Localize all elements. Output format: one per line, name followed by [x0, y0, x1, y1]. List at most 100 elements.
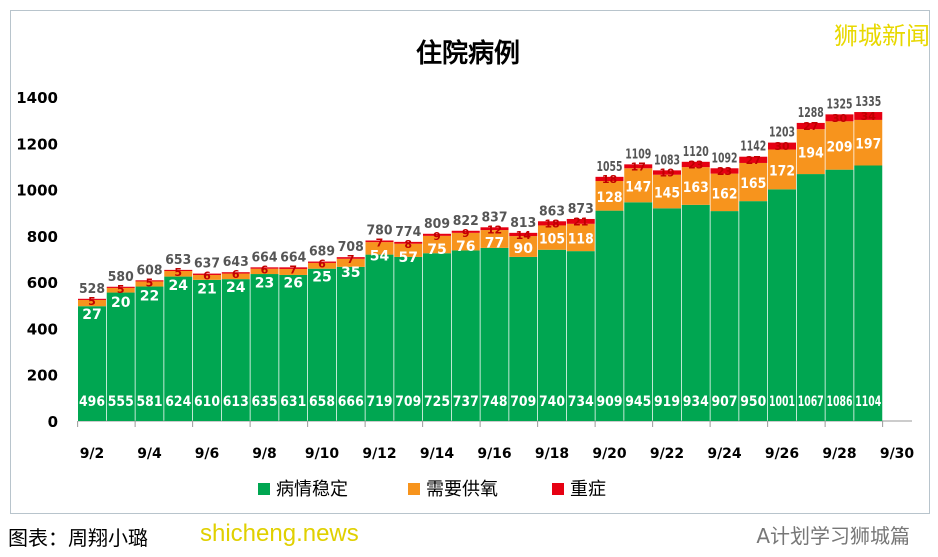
data-label: 76	[456, 239, 475, 255]
bar-segment	[710, 168, 739, 174]
data-label: 934	[683, 394, 709, 410]
x-tick-label: 9/16	[477, 446, 511, 462]
total-label: 837	[482, 210, 508, 225]
bar-segment	[480, 230, 509, 248]
data-label: 709	[510, 394, 536, 410]
data-label: 209	[827, 139, 853, 155]
data-label: 35	[341, 265, 360, 281]
data-label: 145	[654, 186, 680, 202]
x-tick-label: 9/12	[362, 446, 396, 462]
data-label: 8	[404, 238, 412, 251]
bar-segment	[164, 271, 193, 277]
bar-segment	[480, 247, 509, 421]
data-label: 34	[861, 110, 877, 123]
bar-segment	[739, 162, 768, 202]
data-label: 90	[514, 241, 534, 257]
total-label: 1203	[769, 126, 795, 141]
data-label: 14	[516, 229, 532, 242]
x-tick-label: 9/10	[305, 446, 340, 462]
bar-segment	[250, 274, 279, 421]
bar-segment	[566, 218, 595, 224]
bar-segment	[624, 202, 653, 421]
bar-segment	[509, 236, 538, 257]
total-label: 664	[252, 250, 278, 265]
data-label: 5	[146, 276, 154, 289]
data-label: 725	[424, 394, 450, 410]
data-label: 27	[803, 120, 818, 133]
bar-segment	[135, 280, 164, 282]
bar-segment	[796, 174, 825, 421]
chart-caption: 图表：周翔小璐	[8, 526, 148, 550]
data-label: 950	[740, 394, 766, 410]
data-label: 118	[568, 231, 594, 247]
data-label: 945	[625, 394, 651, 410]
chart-title: 住院病例	[416, 38, 520, 69]
y-tick-label: 0	[48, 413, 58, 431]
data-label: 907	[712, 394, 738, 410]
bar-segment	[78, 306, 106, 421]
data-label: 5	[117, 283, 125, 296]
data-label: 5	[88, 295, 96, 308]
data-label: 1001	[769, 394, 795, 410]
x-tick-label: 9/26	[765, 446, 799, 462]
data-label: 18	[602, 173, 617, 186]
bar-segment	[681, 167, 710, 205]
data-label: 22	[140, 288, 159, 304]
data-label: 1104	[855, 394, 881, 410]
data-label: 555	[108, 394, 134, 410]
bar-segment	[394, 241, 423, 244]
bar-segment	[451, 232, 480, 251]
data-label: 6	[203, 270, 211, 283]
x-tick-label: 9/22	[650, 446, 684, 462]
bar-segment	[595, 181, 624, 211]
total-label: 1325	[827, 97, 853, 112]
legend-swatch	[258, 483, 270, 495]
data-label: 909	[597, 394, 623, 410]
bar-segment	[221, 273, 250, 280]
bar-segment	[624, 168, 653, 203]
data-label: 12	[487, 223, 502, 236]
data-label: 9	[433, 230, 441, 243]
data-label: 21	[573, 215, 588, 228]
data-label: 163	[683, 180, 709, 196]
bar-segment	[365, 254, 394, 421]
bar-segment	[423, 253, 451, 421]
data-label: 18	[544, 217, 559, 230]
y-tick-label: 800	[27, 228, 58, 246]
total-label: 643	[223, 255, 249, 270]
total-label: 863	[539, 204, 565, 219]
bar-segment	[710, 173, 739, 212]
bar-segment	[796, 122, 825, 130]
bar-segment	[78, 298, 106, 300]
total-label: 708	[338, 240, 364, 255]
total-label: 774	[395, 225, 421, 240]
bar-segment	[106, 292, 135, 421]
bar-segment	[279, 268, 308, 275]
total-label: 822	[453, 214, 479, 229]
data-label: 635	[252, 394, 278, 410]
bar-segment	[423, 233, 451, 236]
legend-swatch	[552, 483, 564, 495]
x-tick-label: 9/4	[137, 446, 162, 462]
bar-segment	[710, 211, 739, 421]
legend-label: 需要供氧	[426, 479, 498, 500]
bar-segment	[365, 240, 394, 243]
data-label: 57	[399, 250, 418, 266]
y-tick-label: 1000	[16, 182, 58, 200]
data-label: 658	[309, 394, 335, 410]
total-label: 664	[280, 250, 306, 265]
data-label: 27	[82, 307, 101, 323]
total-label: 1092	[712, 151, 738, 166]
bar-segment	[653, 170, 681, 175]
data-label: 719	[367, 394, 393, 410]
y-tick-label: 1200	[16, 135, 58, 153]
data-label: 6	[261, 263, 269, 276]
data-label: 77	[485, 235, 504, 251]
total-label: 780	[367, 223, 393, 238]
bar-segment	[739, 156, 768, 163]
bar-segment	[193, 274, 221, 280]
total-label: 637	[194, 257, 220, 272]
y-tick-label: 200	[27, 367, 58, 385]
total-label: 1288	[798, 106, 824, 121]
data-label: 5	[174, 266, 182, 279]
